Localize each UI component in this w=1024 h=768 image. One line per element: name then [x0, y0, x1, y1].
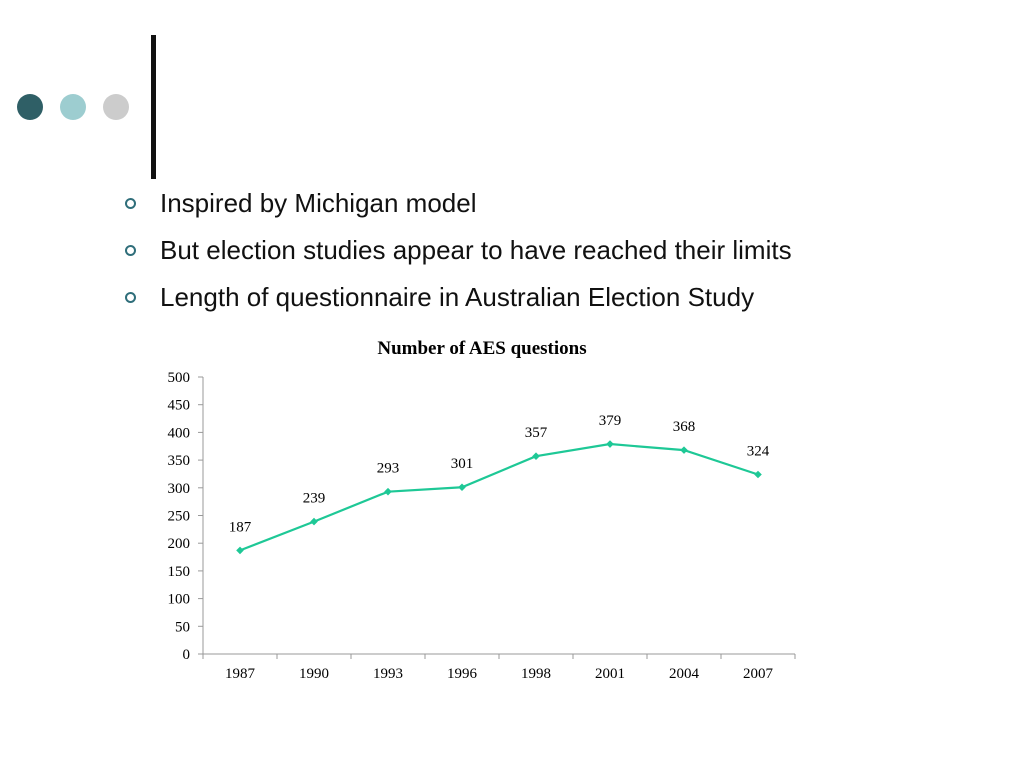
y-tick-label: 250 — [168, 509, 191, 525]
bullet-item: But election studies appear to have reac… — [120, 232, 1000, 279]
data-point — [532, 452, 540, 461]
x-tick-label: 2007 — [743, 666, 774, 682]
data-label: 324 — [747, 444, 770, 460]
series-line — [239, 442, 759, 552]
data-label: 357 — [525, 425, 548, 441]
x-tick-label: 1993 — [373, 666, 403, 682]
y-tick-label: 450 — [168, 398, 191, 414]
data-point — [384, 487, 392, 496]
decor-dot-dark — [17, 94, 43, 120]
data-point — [236, 546, 244, 555]
bullet-circle-icon — [125, 292, 136, 303]
data-label: 379 — [599, 413, 622, 429]
y-tick-label: 0 — [183, 647, 191, 663]
data-point — [458, 483, 466, 492]
y-tick-label: 400 — [168, 425, 191, 441]
y-tick-label: 200 — [168, 536, 191, 552]
bullet-item: Inspired by Michigan model — [120, 185, 1000, 232]
chart-title: Number of AES questions — [377, 338, 586, 359]
decor-dot-light — [60, 94, 86, 120]
bullet-text: Inspired by Michigan model — [160, 188, 477, 218]
data-label: 301 — [451, 456, 474, 472]
data-point — [680, 446, 688, 454]
x-tick-label: 1990 — [299, 666, 329, 682]
decor-dot-gray — [103, 94, 129, 120]
x-tick-label: 1996 — [447, 666, 478, 682]
title-divider-bar — [151, 35, 156, 179]
bullet-circle-icon — [125, 245, 136, 256]
data-point — [310, 517, 318, 526]
y-tick-label: 350 — [168, 453, 191, 469]
data-point — [754, 470, 762, 479]
data-label: 368 — [673, 419, 696, 435]
data-label: 187 — [229, 519, 252, 535]
data-point — [606, 440, 614, 448]
y-tick-label: 500 — [168, 370, 191, 386]
y-tick-label: 50 — [175, 619, 190, 635]
bullet-item: Length of questionnaire in Australian El… — [120, 279, 1000, 326]
x-tick-label: 1987 — [225, 666, 256, 682]
x-tick-label: 1998 — [521, 666, 551, 682]
x-tick-label: 2001 — [595, 666, 625, 682]
bullet-circle-icon — [125, 198, 136, 209]
data-label: 293 — [377, 461, 400, 477]
data-label: 239 — [303, 491, 326, 507]
y-tick-label: 150 — [168, 564, 191, 580]
bullet-list: Inspired by Michigan model But election … — [120, 185, 1000, 326]
y-tick-label: 300 — [168, 481, 191, 497]
y-tick-label: 100 — [168, 592, 191, 608]
bullet-text: Length of questionnaire in Australian El… — [160, 282, 755, 312]
bullet-text: But election studies appear to have reac… — [160, 235, 792, 265]
x-tick-label: 2004 — [669, 666, 700, 682]
